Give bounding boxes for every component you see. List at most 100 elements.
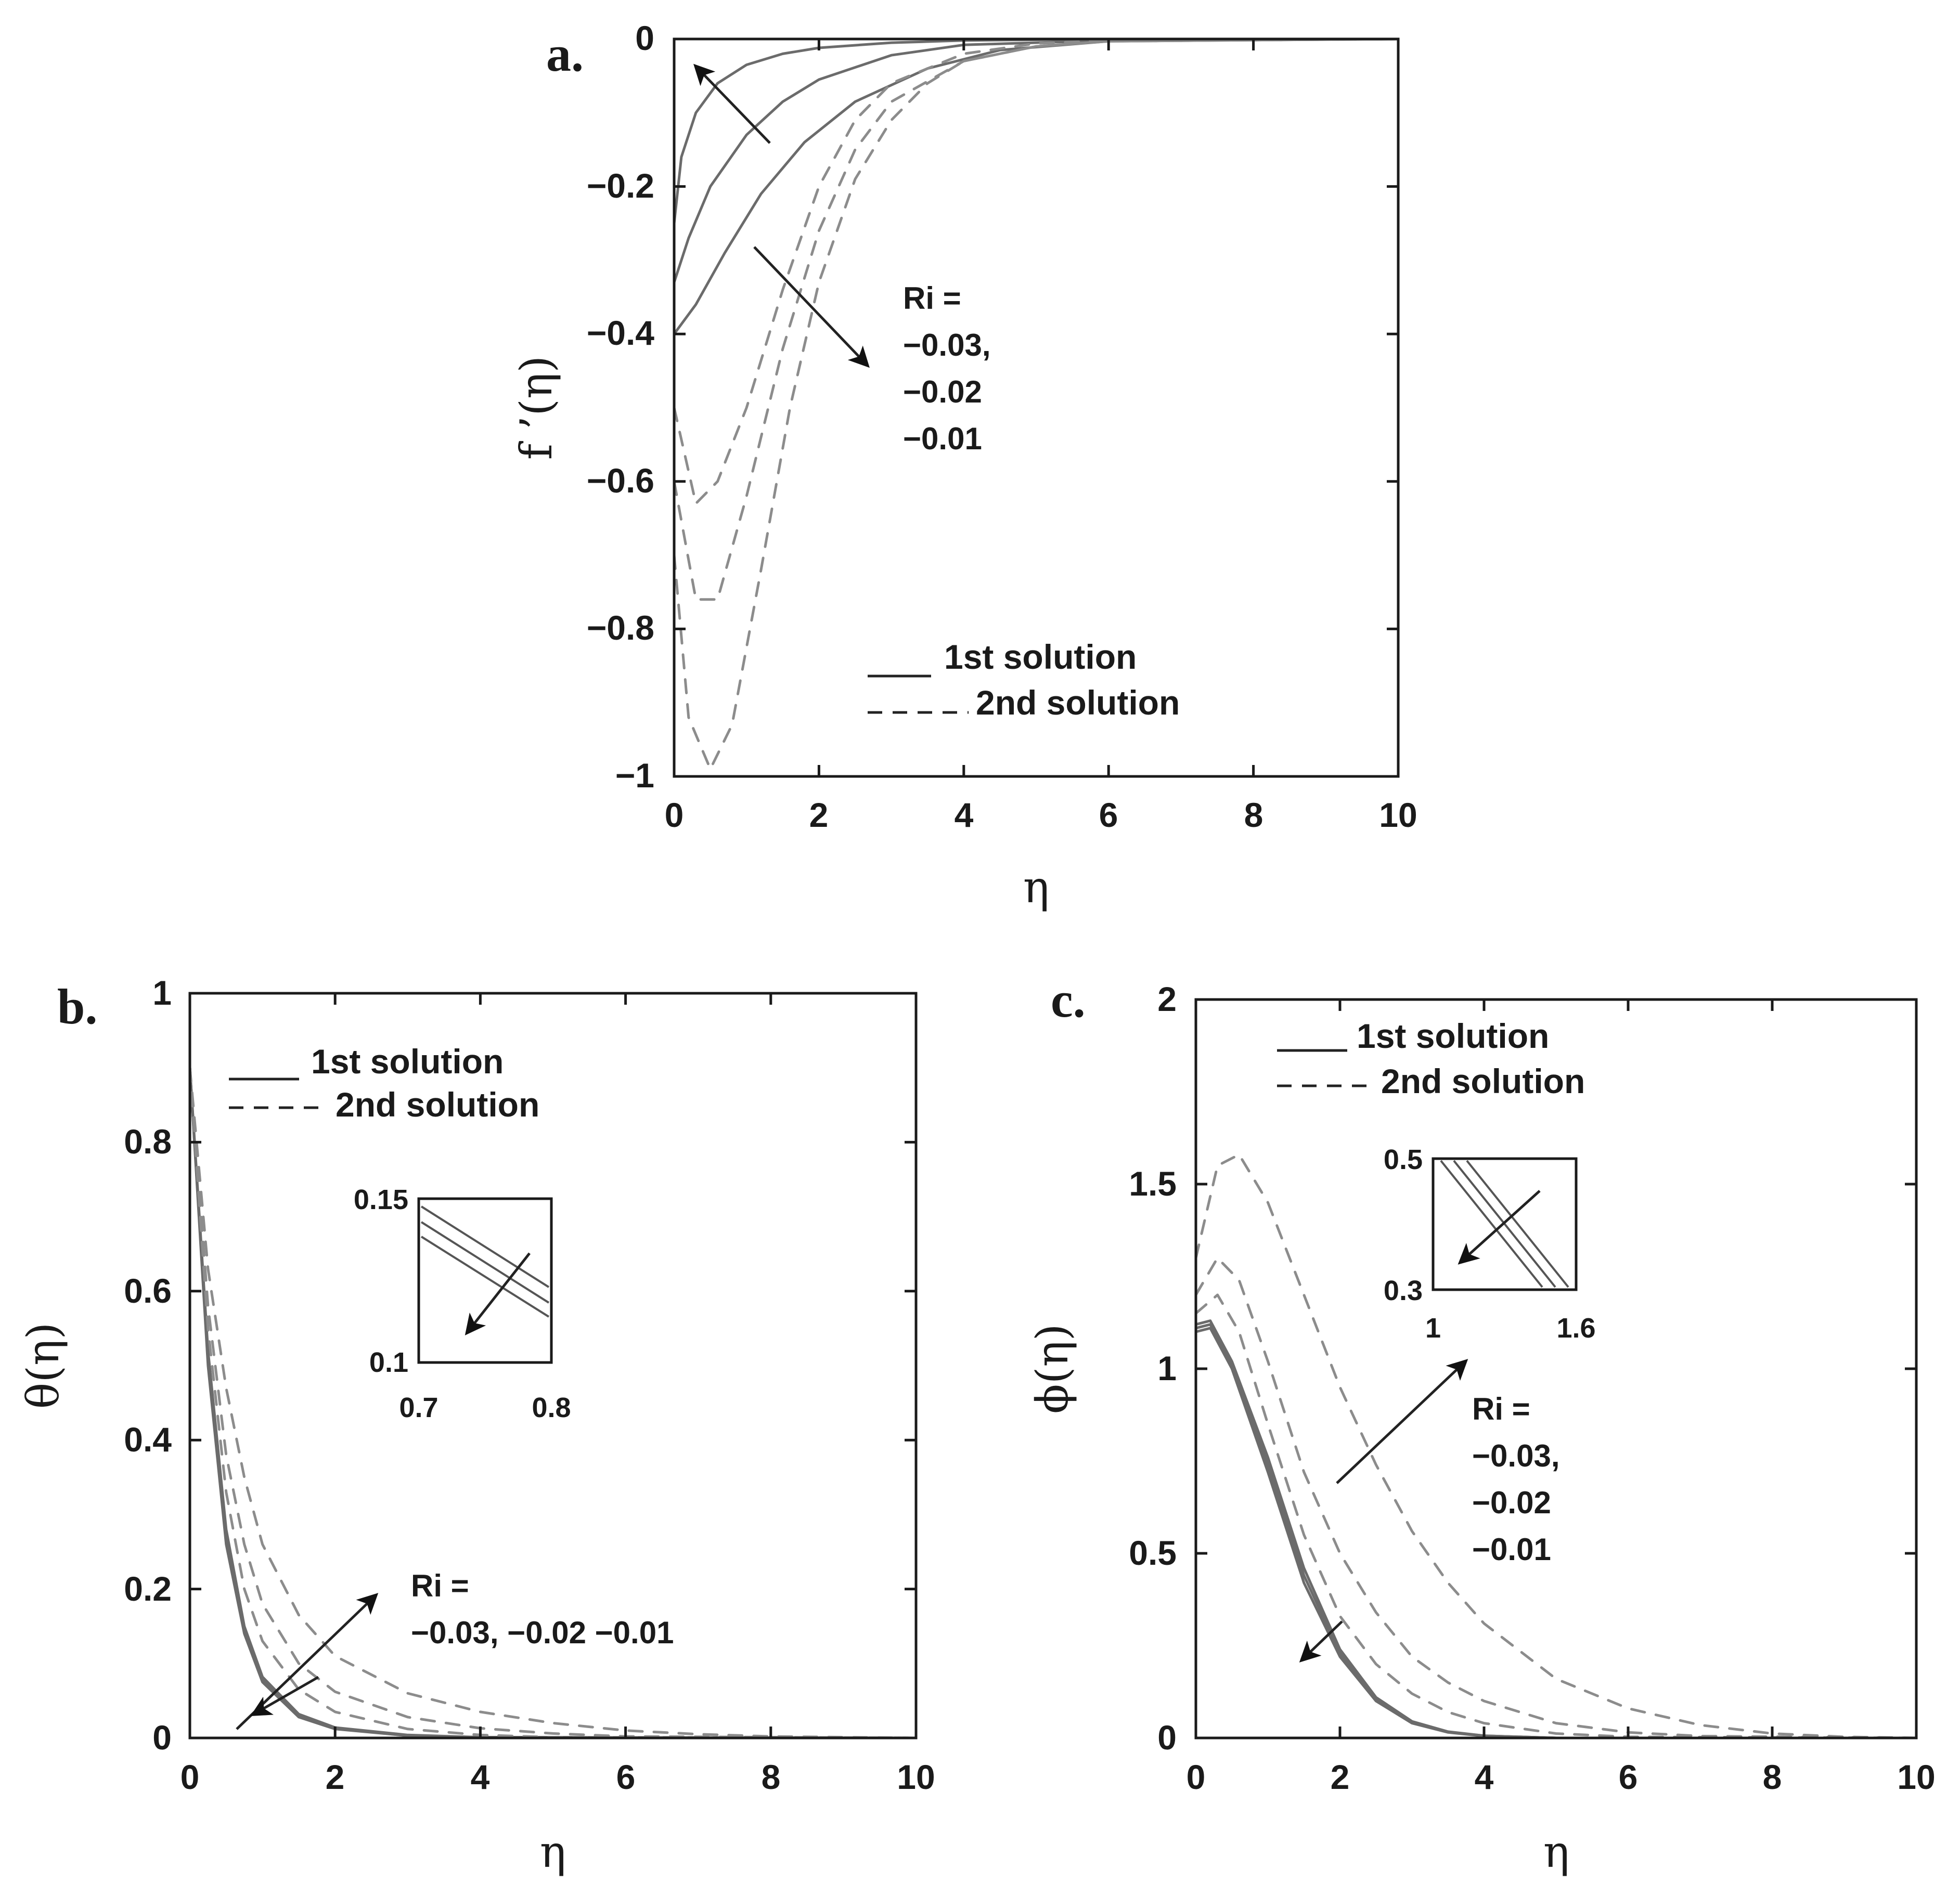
ri-annotation-line: −0.02 [1472, 1485, 1551, 1520]
y-tick-label: 1 [152, 974, 172, 1012]
legend: 1st solution 2nd solution [1277, 1017, 1585, 1100]
inset: 0.15 0.1 0.7 0.8 [354, 1184, 571, 1423]
inset-x-tick-label: 1 [1425, 1313, 1441, 1344]
panel-a-ticks [673, 37, 1400, 778]
x-axis-label: η [540, 1826, 566, 1877]
ri-annotation-line: −0.01 [1472, 1532, 1551, 1567]
inset-x-tick-label: 1.6 [1556, 1313, 1595, 1344]
series-line-2nd-solution [1194, 1153, 1918, 1740]
ri-annotation-line: −0.01 [903, 421, 982, 456]
panel-c-ticks [1194, 998, 1918, 1740]
legend-solid-label: 1st solution [1357, 1017, 1549, 1055]
y-tick-label: −0.2 [587, 166, 654, 205]
series-line-1st-solution [188, 1066, 918, 1740]
series-line-2nd-solution [1194, 1293, 1918, 1740]
x-axis-label: η [1023, 862, 1049, 913]
inset-y-tick-label: 0.15 [354, 1184, 408, 1215]
panel-a: a. 0 2 4 6 8 10 0 −0.2 −0.4 −0.6 −0.8 −1… [511, 19, 1417, 913]
ri-annotation-line: −0.02 [903, 374, 982, 409]
x-tick-label: 2 [809, 796, 829, 834]
series-line-2nd-solution [673, 37, 1400, 771]
x-tick-label: 2 [1331, 1758, 1350, 1796]
inset-y-tick-label: 0.5 [1384, 1144, 1423, 1175]
panel-a-letter: a. [546, 26, 584, 82]
legend: 1st solution 2nd solution [868, 638, 1180, 722]
legend-solid-label: 1st solution [944, 638, 1137, 676]
series-line-1st-solution [1194, 1319, 1918, 1740]
ri-annotation-line: Ri = [411, 1568, 469, 1603]
y-axis-label: θ(η) [18, 1322, 69, 1409]
series-line-2nd-solution [188, 1066, 918, 1740]
inset-curve [420, 1221, 550, 1304]
y-axis-label: ϕ(η) [1027, 1323, 1078, 1413]
panel-b: b. 0 2 4 6 8 10 0 0.2 0.4 0.6 0.8 1 η θ(… [18, 974, 935, 1877]
x-tick-label: 8 [762, 1758, 781, 1796]
legend-dashed-label: 2nd solution [976, 683, 1180, 722]
direction-arrow [1458, 1190, 1541, 1265]
x-tick-label: 6 [616, 1758, 636, 1796]
series-line-2nd-solution [673, 37, 1400, 601]
x-tick-label: 10 [1897, 1758, 1935, 1796]
panel-b-ticks [188, 992, 918, 1740]
x-tick-label: 0 [1187, 1758, 1206, 1796]
panel-c-letter: c. [1051, 972, 1086, 1028]
direction-arrow [753, 246, 870, 368]
x-tick-label: 4 [1475, 1758, 1494, 1796]
inset-y-tick-label: 0.3 [1384, 1275, 1423, 1306]
series-line-2nd-solution [673, 37, 1400, 505]
x-tick-label: 6 [1099, 796, 1118, 834]
panel-c-plot-frame [1194, 998, 1918, 1740]
panel-b-letter: b. [57, 979, 97, 1034]
panel-a-plot-frame [673, 37, 1400, 778]
panel-c-curves [1194, 1153, 1918, 1740]
x-tick-label: 0 [180, 1758, 200, 1796]
y-tick-label: 0 [1157, 1718, 1177, 1757]
x-tick-label: 4 [955, 796, 974, 834]
ri-annotation-line: Ri = [903, 281, 961, 316]
x-tick-label: 10 [897, 1758, 935, 1796]
ri-annotation-line: −0.03, [903, 328, 991, 362]
legend: 1st solution 2nd solution [229, 1042, 539, 1124]
y-axis-label: f ’(η) [511, 356, 562, 460]
y-tick-label: 0 [635, 19, 654, 57]
y-tick-label: 1.5 [1129, 1164, 1177, 1203]
x-tick-label: 10 [1379, 796, 1417, 834]
x-tick-label: 4 [471, 1758, 490, 1796]
panel-c: c. 0 2 4 6 8 10 0 0.5 1 1.5 2 η ϕ(η) 1st… [1027, 972, 1936, 1877]
x-tick-label: 0 [665, 796, 684, 834]
y-tick-label: −0.6 [587, 461, 654, 500]
inset-curve [1440, 1160, 1543, 1288]
y-tick-label: 0.2 [124, 1569, 172, 1608]
legend-dashed-label: 2nd solution [1381, 1062, 1585, 1100]
direction-arrow [465, 1252, 531, 1335]
y-tick-label: −0.8 [587, 608, 654, 647]
y-tick-label: −1 [615, 756, 654, 795]
inset-y-tick-label: 0.1 [369, 1347, 408, 1378]
x-tick-label: 8 [1244, 796, 1263, 834]
inset-x-tick-label: 0.8 [532, 1392, 571, 1423]
direction-arrow [693, 63, 771, 144]
inset-x-tick-label: 0.7 [399, 1392, 438, 1423]
direction-arrow [250, 1676, 319, 1716]
series-line-2nd-solution [1194, 1256, 1918, 1740]
y-tick-label: 2 [1157, 980, 1177, 1018]
inset-frame [417, 1197, 553, 1364]
y-tick-label: 0 [152, 1718, 172, 1757]
y-tick-label: 0.4 [124, 1420, 172, 1459]
inset-curve [420, 1236, 550, 1318]
direction-arrow [1299, 1620, 1343, 1663]
x-axis-label: η [1543, 1826, 1569, 1877]
series-line-1st-solution [673, 37, 1400, 284]
inset-curve [420, 1205, 550, 1288]
ri-annotation-line: −0.03, −0.02 −0.01 [411, 1615, 674, 1650]
legend-solid-label: 1st solution [311, 1042, 504, 1081]
y-tick-label: 1 [1157, 1349, 1177, 1387]
x-tick-label: 8 [1763, 1758, 1782, 1796]
y-tick-label: 0.8 [124, 1122, 172, 1161]
series-line-2nd-solution [188, 1066, 918, 1740]
y-tick-label: 0.5 [1129, 1534, 1177, 1572]
series-line-1st-solution [673, 37, 1400, 225]
legend-dashed-label: 2nd solution [336, 1085, 539, 1124]
inset: 0.5 0.3 1 1.6 [1384, 1144, 1596, 1344]
